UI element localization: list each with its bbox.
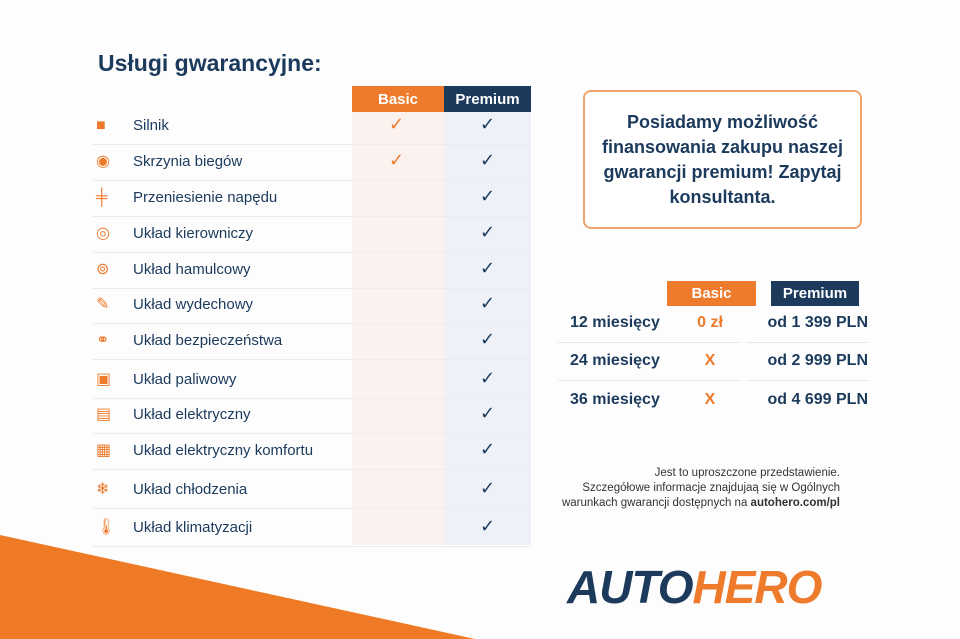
premium-check-icon: ✓ xyxy=(480,150,496,170)
page-title: Usługi gwarancyjne: xyxy=(98,50,322,76)
gearbox-icon: ◉ xyxy=(96,153,110,170)
brake-disc-icon: ⊚ xyxy=(96,261,110,278)
service-label: Silnik xyxy=(133,117,169,134)
period: 24 miesięcy xyxy=(570,352,660,369)
service-row: ❄ Układ chłodzenia ✓ xyxy=(92,472,531,509)
premium-price: od 2 999 PLN xyxy=(767,352,868,369)
premium-check-icon: ✓ xyxy=(480,439,496,459)
premium-price: od 1 399 PLN xyxy=(767,314,868,331)
engine-icon: ■ xyxy=(96,117,106,134)
service-row: ⊚ Układ hamulcowy ✓ xyxy=(92,252,531,289)
steering-wheel-icon: ◎ xyxy=(96,225,110,242)
pricing-row: 12 miesięcy 0 zł od 1 399 PLN xyxy=(558,305,868,343)
service-label: Układ kierowniczy xyxy=(133,225,254,242)
service-row: ╪ Przeniesienie napędu ✓ xyxy=(92,180,531,217)
service-row: ▣ Układ paliwowy ✓ xyxy=(92,362,531,399)
premium-check-icon: ✓ xyxy=(480,186,496,206)
pricing-premium-header: Premium xyxy=(771,281,859,306)
service-label: Układ wydechowy xyxy=(133,296,254,313)
period: 36 miesięcy xyxy=(570,391,660,408)
service-label: Układ chłodzenia xyxy=(133,481,248,498)
financing-promo-box: Posiadamy możliwość finansowania zakupu … xyxy=(583,90,862,229)
divider xyxy=(746,380,868,381)
premium-check-icon: ✓ xyxy=(480,293,496,313)
service-label: Przeniesienie napędu xyxy=(133,189,278,206)
service-row: ◉ Skrzynia biegów ✓ ✓ xyxy=(92,144,531,181)
premium-check-icon: ✓ xyxy=(480,114,496,134)
service-label: Układ paliwowy xyxy=(133,371,237,388)
service-row: ■ Silnik ✓ ✓ xyxy=(92,108,531,145)
period: 12 miesięcy xyxy=(570,314,660,331)
service-label: Układ bezpieczeństwa xyxy=(133,332,283,349)
service-row: ▤ Układ elektryczny ✓ xyxy=(92,397,531,434)
fuel-pump-icon: ▣ xyxy=(96,371,112,388)
service-label: Układ hamulcowy xyxy=(133,261,251,278)
premium-price: od 4 699 PLN xyxy=(767,391,868,408)
premium-column-bg xyxy=(444,112,531,545)
chip-icon: ▦ xyxy=(96,442,112,459)
premium-check-icon: ✓ xyxy=(480,403,496,423)
basic-column-bg xyxy=(352,112,444,545)
premium-check-icon: ✓ xyxy=(480,222,496,242)
disclaimer-note: Jest to uproszczone przedstawienie. Szcz… xyxy=(562,466,840,511)
note-line: Szczegółowe informacje znajdujaą się w O… xyxy=(582,482,840,494)
seatbelt-icon: ⚭ xyxy=(96,332,110,349)
divider xyxy=(558,380,740,381)
service-row: ◎ Układ kierowniczy ✓ xyxy=(92,216,531,253)
divider xyxy=(746,342,868,343)
logo-auto: AUTO xyxy=(567,561,693,613)
service-label: Skrzynia biegów xyxy=(133,153,243,170)
exhaust-icon: ✎ xyxy=(96,296,110,313)
premium-check-icon: ✓ xyxy=(480,368,496,388)
premium-check-icon: ✓ xyxy=(480,478,496,498)
service-row: ▦ Układ elektryczny komfortu ✓ xyxy=(92,433,531,470)
premium-header: Premium xyxy=(444,86,531,112)
service-row: 🌡 Układ klimatyzacji ✓ xyxy=(92,510,531,547)
service-row: ✎ Układ wydechowy ✓ xyxy=(92,287,531,324)
note-line: Jest to uproszczone przedstawienie. xyxy=(654,467,840,479)
note-line: warunkach gwarancji dostępnych na xyxy=(561,497,751,509)
divider xyxy=(558,342,740,343)
pricing-basic-header: Basic xyxy=(667,281,756,306)
autohero-logo: AUTOHERO xyxy=(567,560,823,614)
basic-check-icon: ✓ xyxy=(389,150,405,170)
service-row: ⚭ Układ bezpieczeństwa ✓ xyxy=(92,323,531,360)
premium-check-icon: ✓ xyxy=(480,258,496,278)
basic-price: X xyxy=(704,391,716,408)
premium-check-icon: ✓ xyxy=(480,516,496,536)
thermometer-icon: 🌡 xyxy=(96,519,117,536)
autohero-link[interactable]: autohero.com/pl xyxy=(750,497,840,509)
service-label: Układ elektryczny komfortu xyxy=(133,442,314,459)
basic-header: Basic xyxy=(352,86,444,112)
drivetrain-icon: ╪ xyxy=(96,189,108,206)
premium-check-icon: ✓ xyxy=(480,329,496,349)
service-label: Układ elektryczny xyxy=(133,406,251,423)
snowflake-icon: ❄ xyxy=(96,481,110,498)
service-label: Układ klimatyzacji xyxy=(133,519,253,536)
basic-price: X xyxy=(704,352,716,369)
logo-hero: HERO xyxy=(692,561,823,613)
basic-price: 0 zł xyxy=(697,314,723,331)
battery-icon: ▤ xyxy=(96,406,112,423)
basic-check-icon: ✓ xyxy=(389,114,405,134)
